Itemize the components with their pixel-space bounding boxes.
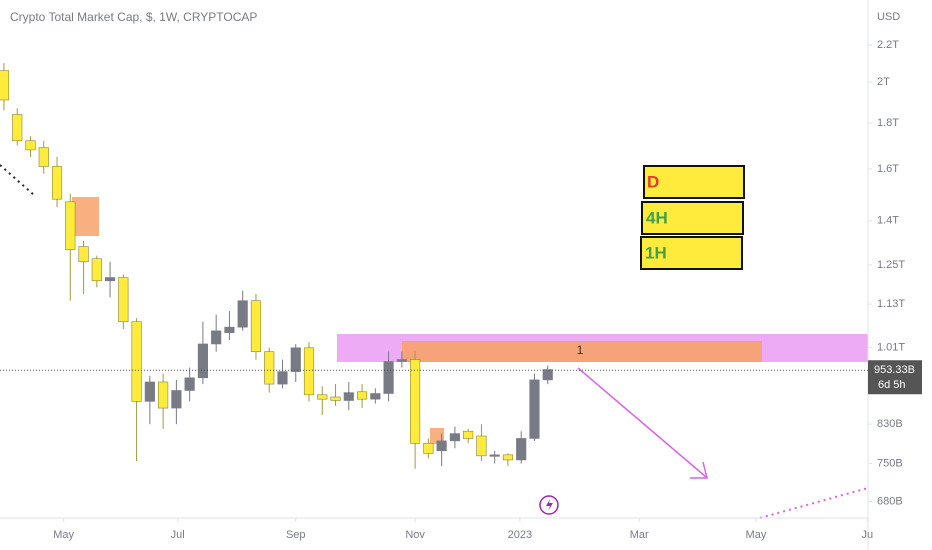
candle-body (489, 454, 500, 457)
candle-body (343, 392, 354, 401)
y-tick-label: 2T (877, 76, 890, 88)
candle-body (171, 390, 182, 409)
zone-label: 1 (577, 343, 584, 357)
candle-body (330, 396, 341, 401)
chart-title: Crypto Total Market Cap, $, 1W, CRYPTOCA… (10, 10, 257, 24)
y-axis-label: USD (877, 11, 900, 23)
x-tick-label: Mar (630, 529, 649, 541)
candle-body (184, 377, 195, 391)
x-tick-label: Sep (286, 529, 306, 541)
dotted-trendline (759, 487, 869, 519)
timeframe-box (643, 165, 745, 199)
candle-body (277, 371, 288, 385)
candle-body (303, 347, 315, 396)
y-tick-label: 680B (877, 496, 903, 508)
candle-body (449, 433, 460, 442)
candle-body (529, 379, 540, 439)
y-tick-label: 1.8T (877, 117, 899, 129)
candle-body (78, 246, 89, 263)
arrow-head (690, 461, 708, 479)
candle-body (542, 369, 553, 381)
candle-body (463, 430, 474, 439)
candle-body (118, 277, 129, 323)
candle-body (211, 330, 222, 345)
candle-body (370, 393, 381, 400)
order-block (72, 197, 99, 236)
candle-body (237, 300, 248, 328)
y-tick-label: 1.13T (877, 298, 905, 310)
last-price-box (868, 360, 922, 395)
timeframe-boxes: D 4H 1H (640, 165, 745, 270)
timeframe-box (641, 201, 744, 235)
plot-area (0, 164, 869, 519)
candle-body (396, 359, 407, 362)
dotted-trendline (0, 164, 35, 196)
y-tick-label: 2.2T (877, 39, 899, 51)
event-icon-bolt (546, 499, 553, 511)
y-tick-label: 1.4T (877, 215, 899, 227)
candle-body (410, 359, 421, 444)
timeframe-label: 4H (646, 208, 668, 227)
projection-arrow (577, 367, 707, 478)
candle-body (383, 361, 394, 394)
timeframe-label: D (647, 172, 659, 191)
candle-body (65, 201, 76, 250)
candle-body (144, 381, 155, 402)
x-tick-label: 2023 (508, 529, 532, 541)
y-tick-label: 830B (877, 418, 903, 430)
x-tick-label: May (53, 529, 74, 541)
candle-body (12, 114, 23, 142)
candle-body (264, 351, 275, 385)
candle-body (25, 140, 36, 151)
candle-body (423, 443, 434, 454)
candle-body (91, 258, 102, 282)
x-tick-label: Nov (405, 529, 425, 541)
candle-body (290, 347, 301, 372)
order-block (402, 341, 762, 362)
y-tick-label: 1.25T (877, 259, 905, 271)
candle-body (317, 394, 328, 400)
candle-body (250, 300, 262, 352)
timeframe-label: 1H (645, 243, 667, 262)
candle-body (0, 70, 10, 101)
candle-body (197, 343, 208, 379)
candle-body (356, 391, 368, 400)
candle-body (476, 435, 487, 457)
x-tick-label: Jul (171, 529, 185, 541)
candle-body (158, 381, 169, 409)
candle-body (131, 321, 142, 402)
candle-body (516, 438, 527, 461)
candle-body (51, 166, 63, 200)
candle-body (38, 147, 49, 167)
last-price-label: 953.33B (874, 364, 915, 376)
x-tick-label: Ju (862, 529, 874, 541)
y-tick-label: 750B (877, 457, 903, 469)
y-tick-label: 1.6T (877, 163, 899, 175)
countdown-label: 6d 5h (878, 379, 906, 391)
order-block (430, 428, 444, 444)
candle-body (224, 326, 235, 333)
candle-body (436, 440, 447, 452)
y-tick-label: 1.01T (877, 342, 905, 354)
candle-body (502, 454, 514, 461)
timeframe-box (640, 236, 743, 270)
candle-body (105, 277, 116, 282)
x-tick-label: May (746, 529, 767, 541)
